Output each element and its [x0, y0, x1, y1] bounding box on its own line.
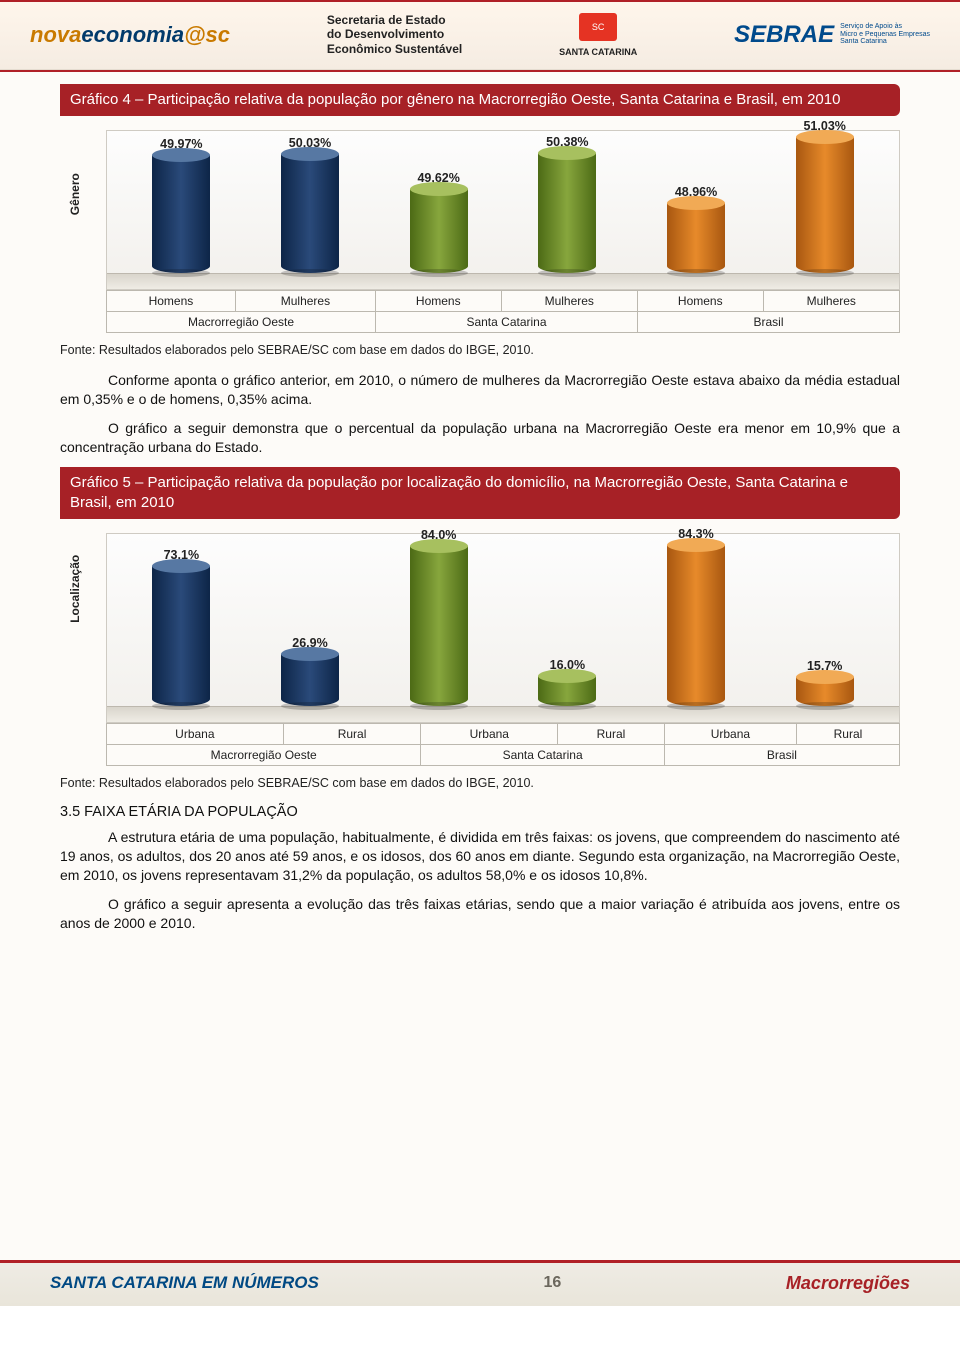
bar-column: 50,38% — [503, 135, 632, 273]
secretaria-line: do Desenvolvimento — [327, 27, 462, 41]
bar-body — [410, 189, 468, 273]
paragraph: O gráfico a seguir demonstra que o perce… — [60, 419, 900, 457]
chart4-axis-table: HomensMulheresHomensMulheresHomensMulher… — [106, 290, 900, 333]
logo-novaeconomia: novaeconomia@sc — [30, 22, 230, 48]
secretaria-line: Secretaria de Estado — [327, 13, 462, 27]
section-heading: 3.5 FAIXA ETÁRIA DA POPULAÇÃO — [60, 804, 900, 820]
bar-column: 50,03% — [246, 136, 375, 273]
bar-cylinder — [538, 153, 596, 273]
axis-category: Rural — [796, 724, 899, 745]
bar-cylinder — [796, 677, 854, 706]
bar-body — [281, 154, 339, 273]
footer-page-number: 16 — [543, 1274, 561, 1292]
chart-floor — [107, 273, 899, 289]
axis-category: Mulheres — [763, 291, 899, 312]
axis-category: Urbana — [421, 724, 558, 745]
chart4-title: Gráfico 4 – Participação relativa da pop… — [60, 84, 900, 116]
logo-text: nova — [30, 22, 81, 47]
axis-category: Urbana — [107, 724, 284, 745]
bar-cylinder — [538, 676, 596, 706]
bar-column: 84,0% — [374, 528, 503, 706]
bar-cylinder — [410, 189, 468, 273]
bar-column: 15,7% — [760, 659, 889, 706]
bar-column: 49,97% — [117, 137, 246, 273]
bar-body — [538, 676, 596, 706]
bar-cylinder — [410, 546, 468, 706]
axis-group: Santa Catarina — [421, 745, 664, 766]
sebrae-sub: Serviço de Apoio às — [840, 23, 930, 31]
bar-cylinder — [281, 154, 339, 273]
axis-group: Macrorregião Oeste — [107, 745, 421, 766]
paragraph: Conforme aponta o gráfico anterior, em 2… — [60, 371, 900, 409]
bar-cylinder — [796, 137, 854, 273]
page-header: novaeconomia@sc Secretaria de Estado do … — [0, 0, 960, 70]
footer-left: SANTA CATARINA EM NÚMEROS — [50, 1273, 319, 1293]
bar-column: 73,1% — [117, 548, 246, 706]
axis-category: Rural — [283, 724, 421, 745]
axis-category: Mulheres — [235, 291, 375, 312]
axis-category: Homens — [376, 291, 502, 312]
axis-category: Homens — [107, 291, 236, 312]
footer-right: Macrorregiões — [786, 1273, 910, 1294]
sebrae-sub: Micro e Pequenas Empresas — [840, 31, 930, 39]
bar-column: 49,62% — [374, 171, 503, 273]
secretaria-line: Econômico Sustentável — [327, 42, 462, 56]
bar-body — [538, 153, 596, 273]
paragraph: O gráfico a seguir apresenta a evolução … — [60, 895, 900, 933]
logo-sebrae: SEBRAE Serviço de Apoio às Micro e Peque… — [734, 21, 930, 49]
page-footer: SANTA CATARINA EM NÚMEROS 16 Macrorregiõ… — [0, 1260, 960, 1306]
chart5-title: Gráfico 5 – Participação relativa da pop… — [60, 467, 900, 520]
bar-body — [152, 155, 210, 273]
bar-body — [667, 203, 725, 273]
chart5-axis-table: UrbanaRuralUrbanaRuralUrbanaRural Macror… — [106, 723, 900, 766]
bar-column: 16,0% — [503, 658, 632, 706]
axis-group: Brasil — [664, 745, 899, 766]
axis-category: Urbana — [664, 724, 796, 745]
bar-column: 84,3% — [632, 527, 761, 706]
chart4-bars: 49,97%50,03%49,62%50,38%48,96%51,03% — [107, 131, 899, 273]
page-content: Gráfico 4 – Participação relativa da pop… — [0, 70, 960, 1260]
bar-body — [281, 654, 339, 706]
chart5-bars: 73,1%26,9%84,0%16,0%84,3%15,7% — [107, 534, 899, 706]
bar-body — [152, 566, 210, 706]
sc-label: SANTA CATARINA — [559, 47, 637, 57]
axis-group: Brasil — [637, 312, 899, 333]
chart5-ylabel: Localização — [68, 555, 82, 623]
bar-body — [796, 677, 854, 706]
bar-body — [410, 546, 468, 706]
source-note: Fonte: Resultados elaborados pelo SEBRAE… — [60, 343, 900, 357]
bar-column: 48,96% — [632, 185, 761, 273]
paragraph: A estrutura etária de uma população, hab… — [60, 828, 900, 885]
bar-cylinder — [281, 654, 339, 706]
bar-body — [796, 137, 854, 273]
chart5: Localização 73,1%26,9%84,0%16,0%84,3%15,… — [60, 533, 900, 766]
sebrae-sub: Santa Catarina — [840, 38, 930, 46]
chart4: Gênero 49,97%50,03%49,62%50,38%48,96%51,… — [60, 130, 900, 333]
logo-text: economia — [81, 22, 184, 47]
axis-group: Macrorregião Oeste — [107, 312, 376, 333]
logo-santa-catarina: SC SANTA CATARINA — [559, 13, 637, 57]
source-note: Fonte: Resultados elaborados pelo SEBRAE… — [60, 776, 900, 790]
bar-column: 26,9% — [246, 636, 375, 706]
flag-icon: SC — [579, 13, 617, 41]
axis-category: Rural — [558, 724, 665, 745]
axis-category: Mulheres — [501, 291, 637, 312]
sebrae-text: SEBRAE — [734, 21, 834, 49]
chart5-stage: 73,1%26,9%84,0%16,0%84,3%15,7% — [106, 533, 900, 723]
bar-cylinder — [667, 545, 725, 706]
logo-text: @sc — [184, 22, 230, 47]
bar-cylinder — [667, 203, 725, 273]
bar-cylinder — [152, 155, 210, 273]
bar-cylinder — [152, 566, 210, 706]
axis-category: Homens — [637, 291, 763, 312]
chart4-stage: 49,97%50,03%49,62%50,38%48,96%51,03% — [106, 130, 900, 290]
logo-secretaria: Secretaria de Estado do Desenvolvimento … — [327, 13, 462, 56]
axis-group: Santa Catarina — [376, 312, 638, 333]
chart4-ylabel: Gênero — [68, 173, 82, 215]
bar-column: 51,03% — [760, 119, 889, 273]
chart-floor — [107, 706, 899, 722]
bar-body — [667, 545, 725, 706]
